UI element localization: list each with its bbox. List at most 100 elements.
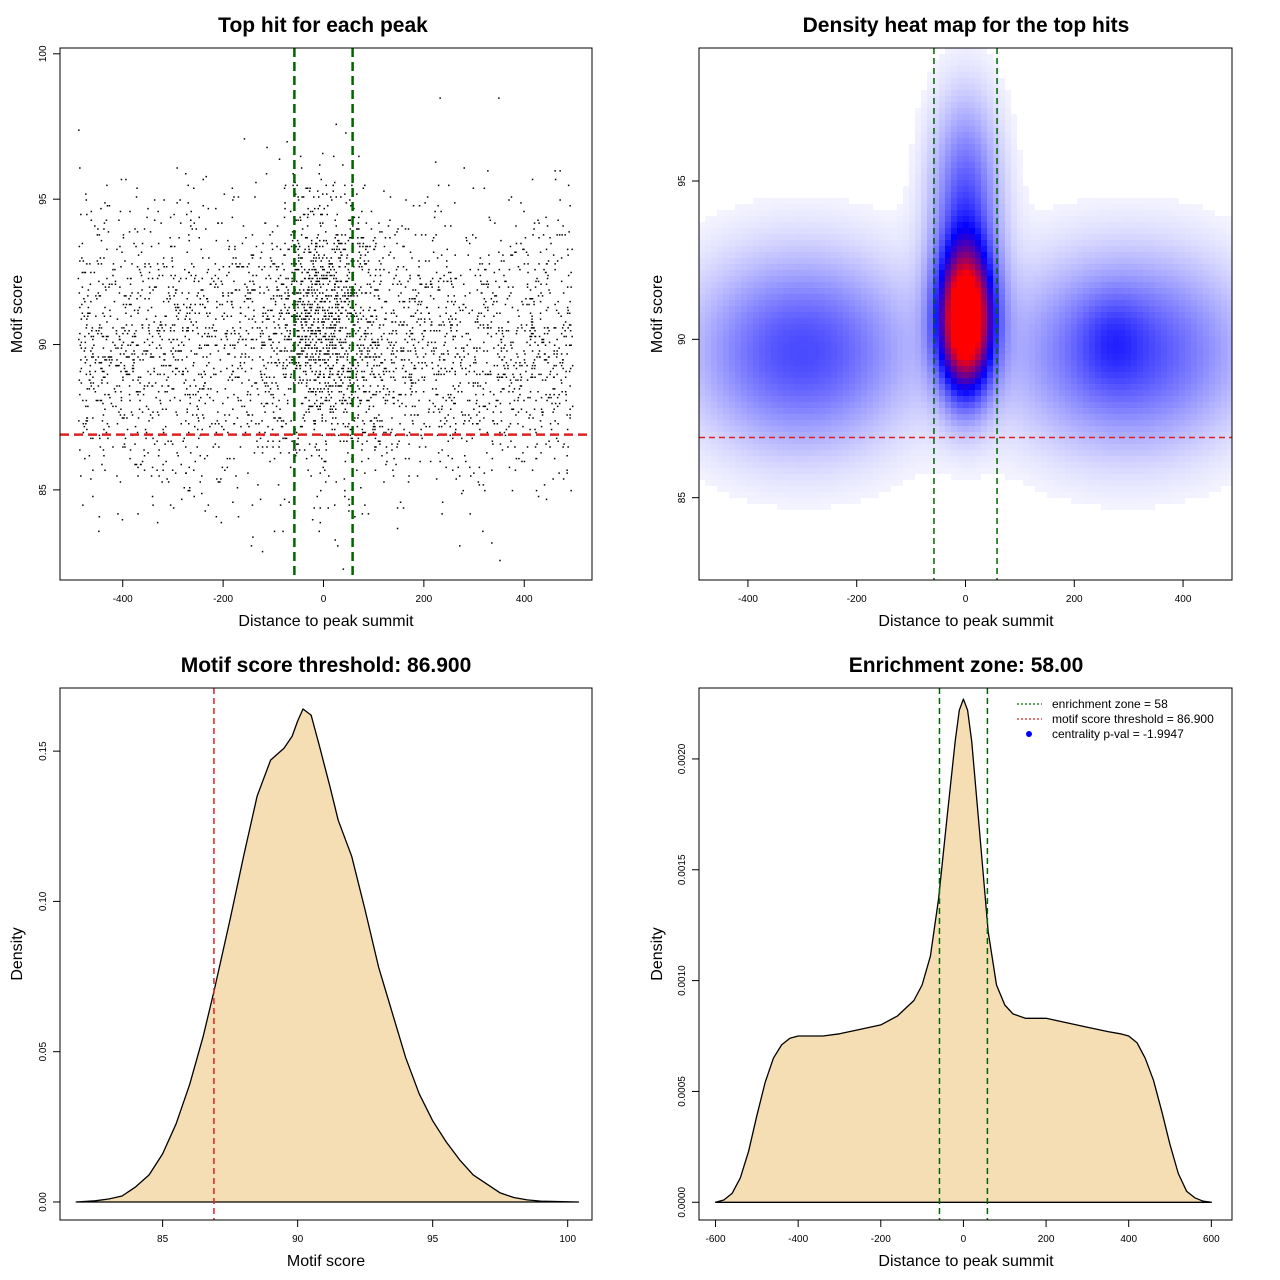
heatmap-cell <box>1059 432 1065 438</box>
heatmap-cell <box>963 192 969 198</box>
heatmap-cell <box>921 246 927 252</box>
heatmap-cell <box>753 330 759 336</box>
heatmap-cell <box>981 390 987 396</box>
heatmap-cell <box>753 360 759 366</box>
heatmap-cell <box>711 414 717 420</box>
heatmap-cell <box>933 150 939 156</box>
heatmap-cell <box>825 342 831 348</box>
heatmap-cell <box>1227 324 1232 330</box>
heatmap-cell <box>1173 222 1179 228</box>
heatmap-cell <box>795 234 801 240</box>
heatmap-cell <box>1071 324 1077 330</box>
heatmap-cell <box>801 384 807 390</box>
heatmap-cell <box>771 312 777 318</box>
heatmap-cell <box>1149 342 1155 348</box>
heatmap-cell <box>1119 504 1125 510</box>
heatmap-cell <box>969 132 975 138</box>
score-density-y-label: Density <box>9 927 26 980</box>
heatmap-cell <box>1023 408 1029 414</box>
heatmap-cell <box>897 264 903 270</box>
heatmap-cell <box>1161 198 1167 204</box>
heatmap-cell <box>753 204 759 210</box>
heatmap-cell <box>1221 222 1227 228</box>
heatmap-cell <box>945 300 951 306</box>
heatmap-cell <box>1113 486 1119 492</box>
heatmap-cell <box>939 60 945 66</box>
heatmap-cell <box>1071 252 1077 258</box>
heatmap-cell <box>1107 312 1113 318</box>
heatmap-cell <box>1077 480 1083 486</box>
heatmap-cell <box>771 336 777 342</box>
heatmap-cell <box>1137 366 1143 372</box>
heatmap-cell <box>945 102 951 108</box>
heatmap-cell <box>939 222 945 228</box>
heatmap-cell <box>837 216 843 222</box>
heatmap-cell <box>1119 426 1125 432</box>
heatmap-cell <box>975 342 981 348</box>
heatmap-cell <box>729 450 735 456</box>
heatmap-cell <box>999 336 1005 342</box>
heatmap-cell <box>1113 378 1119 384</box>
heatmap-cell <box>855 420 861 426</box>
heatmap-cell <box>1071 462 1077 468</box>
heatmap-cell <box>747 330 753 336</box>
heatmap-cell <box>783 324 789 330</box>
heatmap-cell <box>1059 246 1065 252</box>
heatmap-cell <box>777 336 783 342</box>
heatmap-cell <box>951 396 957 402</box>
heatmap-cell <box>813 336 819 342</box>
heatmap-cell <box>1155 438 1161 444</box>
heatmap-cell <box>915 120 921 126</box>
heatmap-cell <box>711 354 717 360</box>
heatmap-cell <box>759 408 765 414</box>
heatmap-cell <box>747 444 753 450</box>
heatmap-cell <box>1125 420 1131 426</box>
heatmap-cell <box>939 198 945 204</box>
heatmap-cell <box>975 78 981 84</box>
heatmap-cell <box>729 372 735 378</box>
heatmap-cell <box>861 420 867 426</box>
heatmap-cell <box>1005 162 1011 168</box>
heatmap-cell <box>921 414 927 420</box>
heatmap-cell <box>957 132 963 138</box>
heatmap-cell <box>759 300 765 306</box>
heatmap-cell <box>915 198 921 204</box>
heatmap-cell <box>1011 360 1017 366</box>
heatmap-cell <box>957 414 963 420</box>
heatmap-cell <box>1089 222 1095 228</box>
heatmap-cell <box>1185 264 1191 270</box>
heatmap-cell <box>1191 324 1197 330</box>
heatmap-cell <box>813 456 819 462</box>
heatmap-cell <box>765 318 771 324</box>
heatmap-cell <box>999 228 1005 234</box>
heatmap-cell <box>1029 234 1035 240</box>
heatmap-cell <box>1077 312 1083 318</box>
heatmap-cell <box>1065 216 1071 222</box>
heatmap-cell <box>903 354 909 360</box>
heatmap-cell <box>723 318 729 324</box>
heatmap-cell <box>747 402 753 408</box>
heatmap-cell <box>1107 432 1113 438</box>
heatmap-cell <box>939 468 945 474</box>
heatmap-cell <box>789 402 795 408</box>
heatmap-cell <box>699 468 705 474</box>
heatmap-cell <box>897 210 903 216</box>
scatter-x-tick-label: 200 <box>416 594 433 605</box>
heatmap-cell <box>837 252 843 258</box>
heatmap-cell <box>1029 276 1035 282</box>
heatmap-cell <box>885 306 891 312</box>
heatmap-cell <box>1155 474 1161 480</box>
heatmap-cell <box>795 420 801 426</box>
heatmap-cell <box>927 456 933 462</box>
heatmap-cell <box>807 426 813 432</box>
heatmap-cell <box>783 300 789 306</box>
heatmap-cell <box>1089 390 1095 396</box>
heatmap-cell <box>1047 210 1053 216</box>
heatmap-cell <box>957 306 963 312</box>
heatmap-cell <box>1095 300 1101 306</box>
heatmap-cell <box>1125 498 1131 504</box>
heatmap-cell <box>951 312 957 318</box>
heatmap-cell <box>855 360 861 366</box>
heatmap-cell <box>1119 276 1125 282</box>
heatmap-cell <box>1089 474 1095 480</box>
